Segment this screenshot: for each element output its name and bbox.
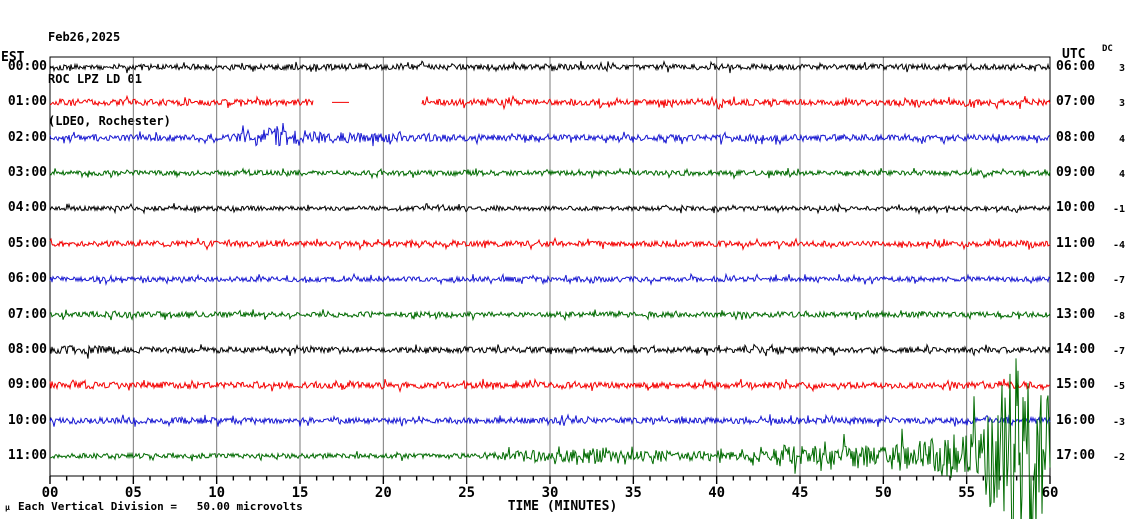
est-label-11:00: 11:00 [7,447,47,463]
dc-value-10:00: -1 [1112,204,1125,216]
dc-value-06:00: 3 [1118,63,1125,74]
trace-11:00 [49,358,1051,519]
est-label-10:00: 10:00 [7,412,47,428]
right-axis-title: UTC [1062,47,1086,62]
tick-label-30: 30 [542,485,559,501]
est-label-08:00: 08:00 [7,341,47,357]
utc-label-17:00: 17:00 [1056,447,1096,463]
utc-label-16:00: 16:00 [1056,412,1096,428]
dc-value-17:00: -2 [1112,451,1125,463]
utc-label-09:00: 09:00 [1056,165,1096,181]
trace-02:00 [49,123,1051,147]
trace-03:00 [49,166,1051,180]
utc-label-12:00: 12:00 [1056,271,1096,287]
est-label-05:00: 05:00 [7,235,47,251]
dc-value-13:00: -8 [1112,310,1125,322]
tick-label-55: 55 [958,485,975,501]
trace-00:00 [49,59,1051,74]
dc-value-09:00: 4 [1118,169,1125,181]
utc-label-13:00: 13:00 [1056,306,1096,322]
trace-06:00 [49,272,1051,287]
trace-05:00 [49,236,1051,251]
trace-04:00 [49,202,1051,216]
utc-label-08:00: 08:00 [1056,129,1096,145]
est-label-09:00: 09:00 [7,377,47,393]
tick-label-10: 10 [208,485,225,501]
dc-value-08:00: 4 [1118,133,1125,145]
tick-label-45: 45 [792,485,809,501]
scale-caption: Each Vertical Division = 50.00 microvolt… [18,500,303,513]
header-date: Feb26,2025 [48,30,121,44]
tick-label-60: 60 [1042,485,1059,501]
utc-label-10:00: 10:00 [1056,200,1096,216]
header-location: (LDEO, Rochester) [48,114,171,128]
trace-08:00 [49,343,1051,359]
tick-label-50: 50 [875,485,892,501]
trace-07:00 [49,309,1051,322]
trace-10:00 [49,413,1051,428]
trace-01:00 [49,94,1051,111]
dc-value-14:00: -7 [1112,345,1125,357]
est-label-06:00: 06:00 [7,271,47,287]
utc-label-11:00: 11:00 [1056,235,1096,251]
header-station: ROC LPZ LD 01 [48,72,142,86]
tick-label-20: 20 [375,485,392,501]
dc-value-15:00: -5 [1112,381,1125,393]
dc-value-16:00: -3 [1112,416,1125,428]
est-label-03:00: 03:00 [7,165,47,181]
est-label-00:00: 00:00 [7,59,47,74]
utc-label-07:00: 07:00 [1056,94,1096,110]
dc-value-12:00: -7 [1112,275,1125,287]
micro-symbol: µ [5,503,10,512]
dc-column-label: DC [1102,44,1113,54]
tick-label-25: 25 [458,485,475,501]
tick-label-00: 00 [42,485,59,501]
tick-label-05: 05 [125,485,142,501]
est-label-07:00: 07:00 [7,306,47,322]
dc-value-07:00: 3 [1118,98,1125,110]
left-axis-title: EST [1,50,25,65]
utc-label-06:00: 06:00 [1056,59,1096,74]
trace-09:00 [49,377,1051,393]
x-axis-title: TIME (MINUTES) [507,499,618,514]
est-label-04:00: 04:00 [7,200,47,216]
utc-label-14:00: 14:00 [1056,341,1096,357]
est-label-01:00: 01:00 [7,94,47,110]
tick-label-35: 35 [625,485,642,501]
dc-value-11:00: -4 [1112,239,1125,251]
tick-label-40: 40 [708,485,725,501]
tick-label-15: 15 [292,485,309,501]
est-label-02:00: 02:00 [7,129,47,145]
header: Feb26,2025 ROC LPZ LD 01 (LDEO, Rocheste… [48,2,171,156]
utc-label-15:00: 15:00 [1056,377,1096,393]
